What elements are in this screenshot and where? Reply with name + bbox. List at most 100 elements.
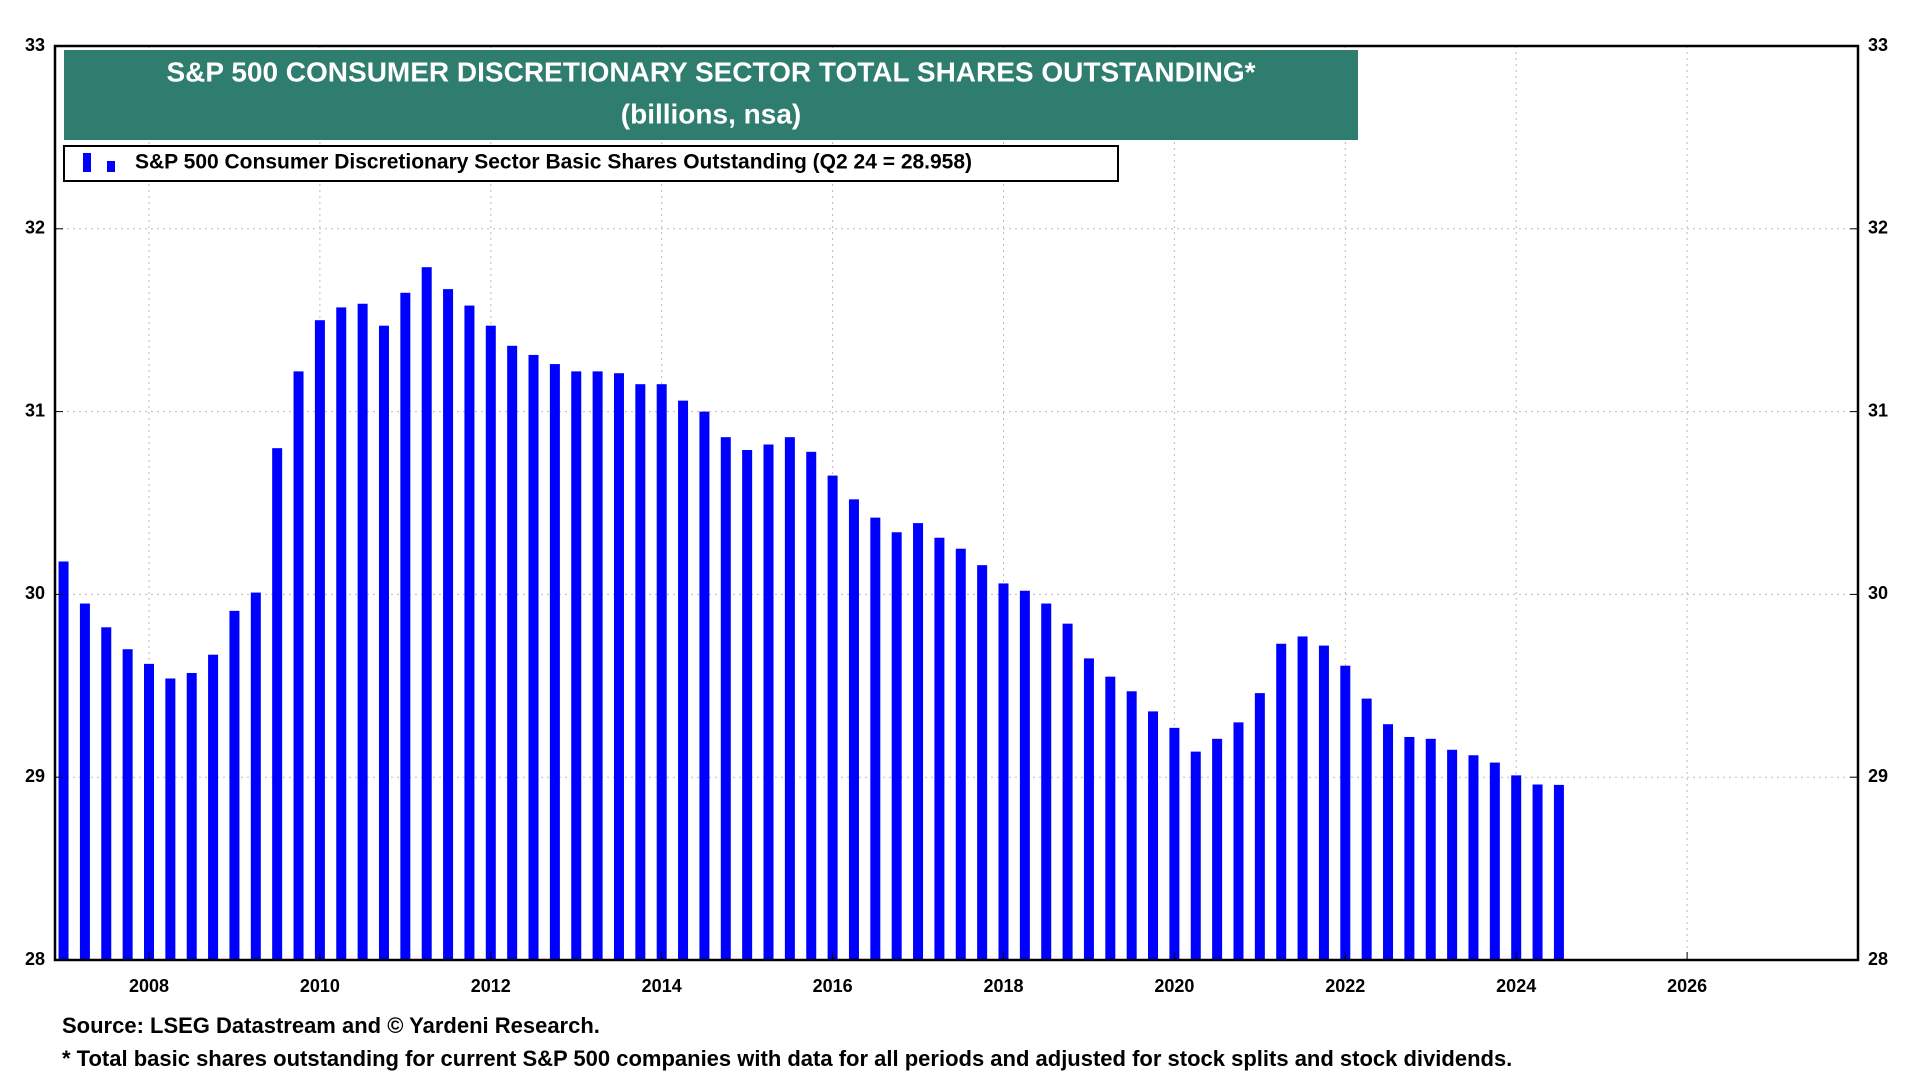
- bar: [272, 448, 283, 960]
- bar: [742, 449, 753, 960]
- bar: [678, 400, 689, 961]
- x-tick-label: 2008: [129, 976, 169, 996]
- x-tick-label: 2012: [471, 976, 511, 996]
- bar: [763, 444, 774, 960]
- bar: [1511, 775, 1522, 960]
- bar: [934, 537, 945, 960]
- legend: [63, 145, 1119, 182]
- bar: [891, 532, 902, 960]
- bar: [635, 384, 646, 960]
- bar: [1404, 736, 1415, 960]
- x-tick-label: 2018: [983, 976, 1023, 996]
- chart-subtitle: (billions, nsa): [621, 98, 801, 129]
- bar: [1468, 755, 1479, 960]
- y-tick-label: 33: [25, 35, 45, 55]
- bar: [464, 305, 475, 960]
- bar: [913, 523, 924, 960]
- bar: [165, 678, 176, 960]
- y-tick-label: 30: [25, 583, 45, 603]
- y2-tick-label: 29: [1868, 766, 1888, 786]
- bar: [443, 289, 454, 960]
- footnote: * Total basic shares outstanding for cur…: [62, 1046, 1512, 1071]
- bar: [336, 307, 347, 960]
- bar: [549, 364, 560, 960]
- x-tick-label: 2020: [1154, 976, 1194, 996]
- bar: [250, 592, 261, 960]
- bar: [806, 451, 817, 960]
- bar: [613, 373, 624, 960]
- bar: [1126, 691, 1137, 960]
- plot-frame: [53, 44, 1860, 962]
- legend-label: S&P 500 Consumer Discretionary Sector Ba…: [135, 151, 972, 174]
- y2-tick-label: 31: [1868, 400, 1888, 420]
- bar: [1361, 698, 1372, 960]
- bar: [998, 583, 1009, 960]
- y-tick-label: 32: [25, 218, 45, 238]
- bar: [1190, 751, 1201, 960]
- bar: [1212, 738, 1223, 960]
- x-tick-label: 2026: [1667, 976, 1707, 996]
- bar: [378, 325, 389, 961]
- bar: [1148, 711, 1159, 960]
- bar: [1297, 636, 1308, 960]
- bar: [58, 561, 69, 960]
- bar: [293, 371, 304, 960]
- x-tick-label: 2024: [1496, 976, 1536, 996]
- bar: [1318, 645, 1329, 960]
- bar: [1233, 722, 1244, 960]
- bar: [870, 517, 881, 960]
- source-note: Source: LSEG Datastream and © Yardeni Re…: [62, 1013, 600, 1038]
- bar: [1532, 784, 1543, 960]
- bar: [1169, 727, 1180, 960]
- bar: [1276, 643, 1287, 960]
- bar: [1105, 676, 1116, 960]
- bar: [1083, 658, 1094, 960]
- x-tick-label: 2014: [642, 976, 682, 996]
- bar: [208, 654, 219, 960]
- y2-tick-label: 28: [1868, 949, 1888, 969]
- bar: [656, 384, 667, 960]
- bar: [571, 371, 582, 960]
- y-tick-label: 28: [25, 949, 45, 969]
- bar: [314, 320, 325, 960]
- bar: [592, 371, 603, 960]
- bar: [186, 673, 197, 960]
- legend-swatch: [83, 153, 91, 172]
- chart-title: S&P 500 CONSUMER DISCRETIONARY SECTOR TO…: [166, 56, 1255, 87]
- bar: [1340, 665, 1351, 960]
- bar: [507, 345, 518, 960]
- bar: [720, 437, 731, 960]
- bar: [143, 663, 154, 960]
- bar: [357, 303, 368, 960]
- bar: [1254, 693, 1265, 960]
- x-tick-label: 2010: [300, 976, 340, 996]
- x-tick-label: 2022: [1325, 976, 1365, 996]
- bar: [1041, 603, 1052, 960]
- bar: [977, 565, 988, 960]
- bar: [122, 649, 133, 960]
- bar: [1062, 623, 1073, 960]
- bar: [827, 475, 838, 960]
- bar: [848, 499, 859, 960]
- bar: [79, 603, 90, 960]
- title-box: [64, 50, 1358, 140]
- y2-tick-label: 32: [1868, 218, 1888, 238]
- y2-tick-label: 30: [1868, 583, 1888, 603]
- bar: [699, 411, 710, 961]
- y-tick-label: 31: [25, 400, 45, 420]
- bar: [400, 292, 411, 960]
- bar: [1425, 738, 1436, 960]
- bar: [485, 325, 496, 961]
- bar: [1383, 724, 1394, 960]
- bar: [421, 267, 432, 960]
- bar: [101, 627, 112, 960]
- bar: [1489, 762, 1500, 960]
- x-tick-label: 2016: [813, 976, 853, 996]
- bar: [528, 354, 539, 960]
- bar: [955, 548, 966, 960]
- bar: [229, 610, 240, 960]
- y2-tick-label: 33: [1868, 35, 1888, 55]
- y-tick-label: 29: [25, 766, 45, 786]
- bar: [1553, 784, 1564, 960]
- bar: [784, 437, 795, 960]
